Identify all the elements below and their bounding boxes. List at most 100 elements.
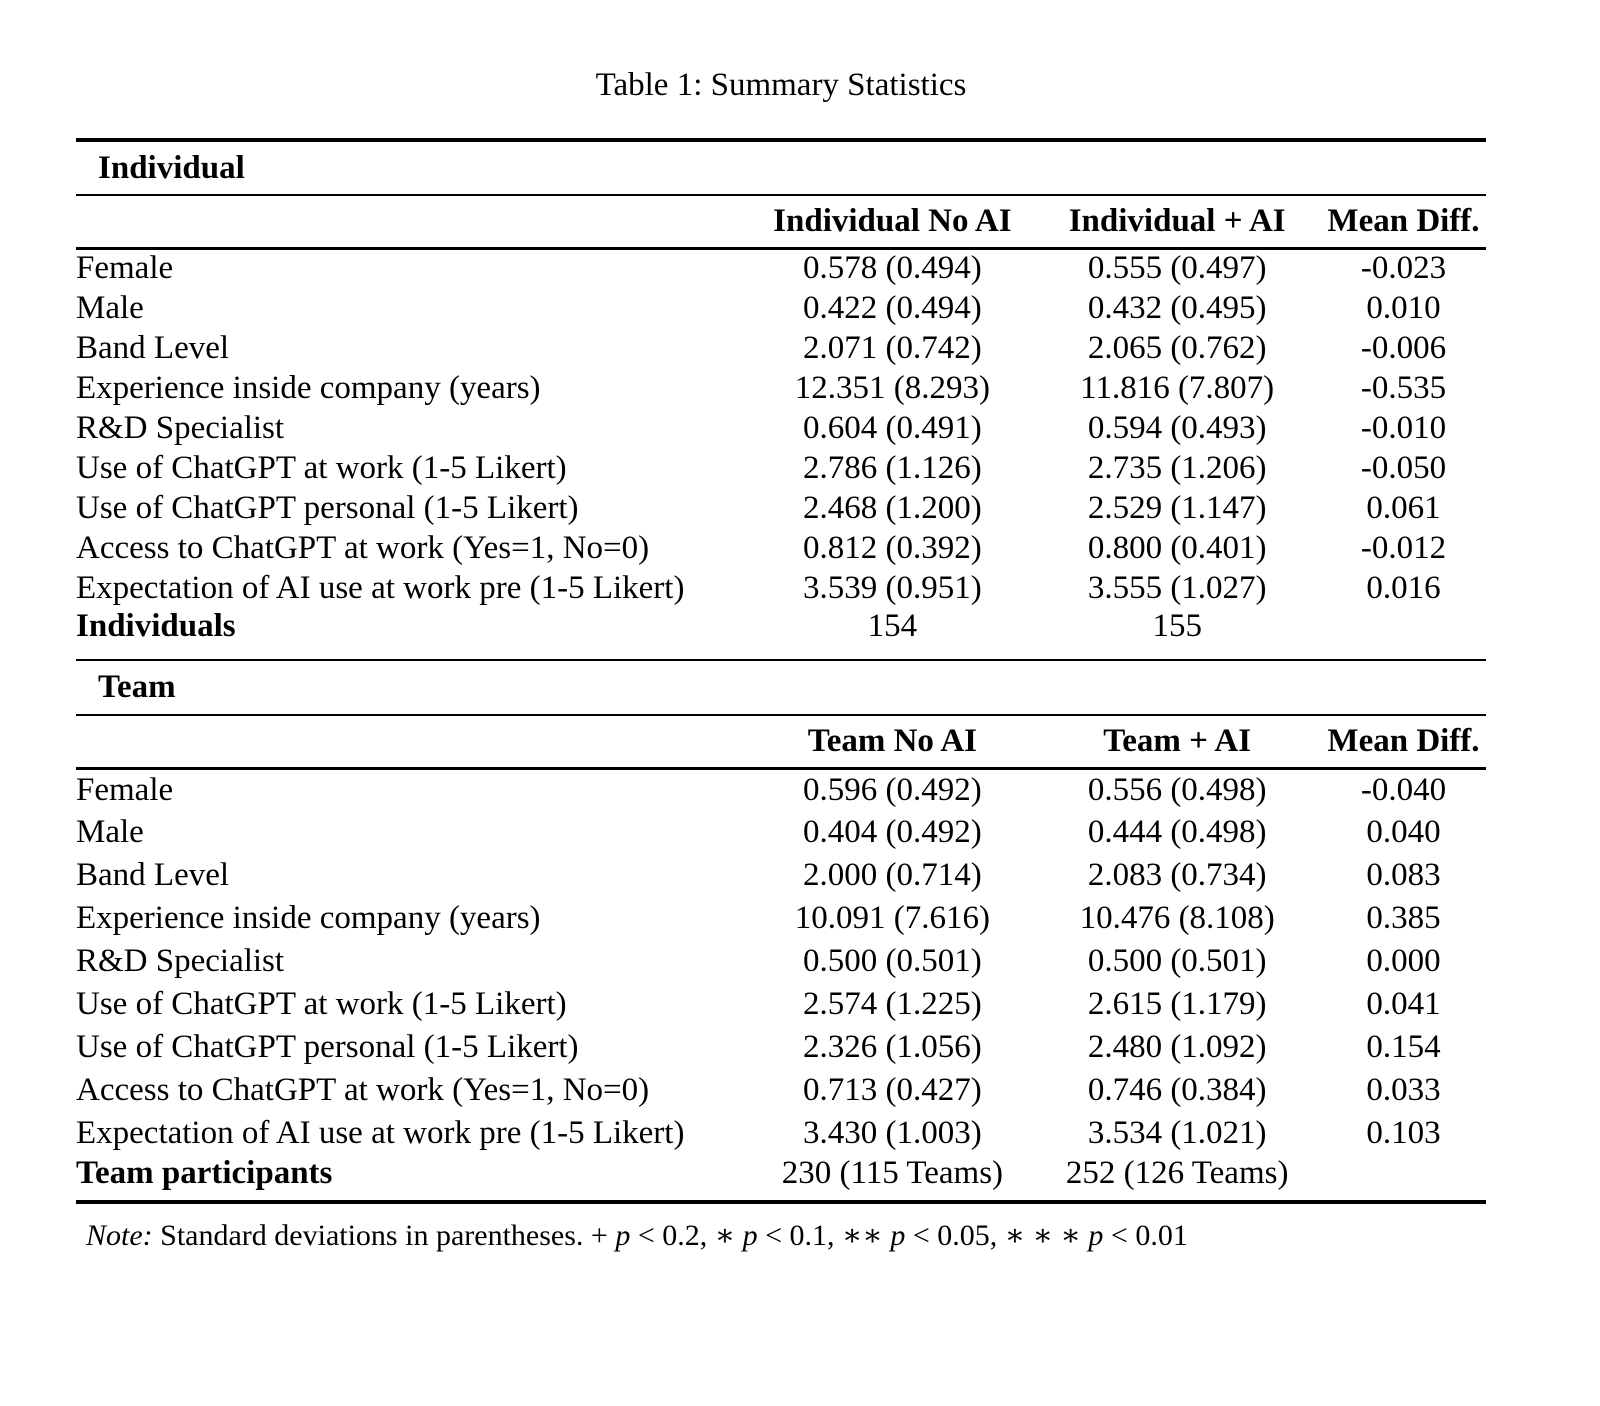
value-cell: 2.468 (1.200) xyxy=(803,489,982,526)
note-text: Standard deviations in parentheses. + xyxy=(152,1219,616,1252)
row-label: Access to ChatGPT at work (Yes=1, No=0) xyxy=(76,1072,650,1108)
value-cell: 2.326 (1.056) xyxy=(803,1029,982,1065)
row-label: R&D Specialist xyxy=(76,943,285,979)
row-label: Band Level xyxy=(76,857,230,893)
table-row: Experience inside company (years) 12.351 … xyxy=(76,368,1486,408)
value-cell: 155 xyxy=(1033,608,1321,661)
value-cell: 0.000 xyxy=(1366,943,1441,979)
table-row: Band Level 2.000 (0.714) 2.083 (0.734) 0.08… xyxy=(76,854,1486,897)
value-cell: 0.385 xyxy=(1366,900,1441,936)
value-cell: 0.746 (0.384) xyxy=(1087,1072,1267,1108)
row-label: Individuals xyxy=(76,608,752,661)
value-cell: 230 (115 Teams) xyxy=(781,1155,1004,1191)
row-label: Female xyxy=(76,771,174,808)
row-label: Experience inside company (years) xyxy=(76,369,541,406)
row-label: Female xyxy=(76,250,174,287)
column-header: Mean Diff. xyxy=(1321,715,1486,770)
value-cell: 10.476 (8.108) xyxy=(1079,900,1275,936)
value-cell: 0.422 (0.494) xyxy=(803,289,982,326)
value-cell: 0.556 (0.498) xyxy=(1087,771,1267,808)
value-cell: 12.351 (8.293) xyxy=(794,369,990,406)
value-cell: 0.154 xyxy=(1366,1029,1441,1065)
value-cell: 0.103 xyxy=(1366,1115,1441,1151)
row-label: Use of ChatGPT personal (1-5 Likert) xyxy=(76,489,579,526)
table-row: Use of ChatGPT personal (1-5 Likert) 2.46… xyxy=(76,488,1486,528)
value-cell: 2.615 (1.179) xyxy=(1087,986,1267,1022)
section-row-individual: Individual xyxy=(76,140,1486,196)
value-cell: 3.555 (1.027) xyxy=(1087,569,1267,606)
column-header: Individual + AI xyxy=(1033,195,1321,250)
value-cell: 2.786 (1.126) xyxy=(803,449,982,486)
table-row: Access to ChatGPT at work (Yes=1, No=0) 0… xyxy=(76,528,1486,568)
table-row: Band Level 2.071 (0.742) 2.065 (0.762) -0.0… xyxy=(76,328,1486,368)
value-cell: 0.594 (0.493) xyxy=(1087,409,1267,446)
note-italic-text: Note: xyxy=(86,1219,153,1252)
value-cell: 2.529 (1.147) xyxy=(1087,489,1267,526)
table-row: R&D Specialist 0.500 (0.501) 0.500 (0.501)… xyxy=(76,940,1486,983)
row-label: Band Level xyxy=(76,329,230,366)
row-label: Use of ChatGPT at work (1-5 Likert) xyxy=(76,986,567,1022)
row-label: Expectation of AI use at work pre (1-5 L… xyxy=(76,569,685,606)
value-cell: 10.091 (7.616) xyxy=(794,900,990,936)
table-row: R&D Specialist 0.604 (0.491) 0.594 (0.493)… xyxy=(76,408,1486,448)
table-row: Experience inside company (years) 10.091 … xyxy=(76,897,1486,940)
note-italic-text: p xyxy=(1088,1219,1104,1252)
panel-team: Team Team No AI Team + AI Mean Diff. Female 0… xyxy=(76,660,1486,1202)
table-row: Access to ChatGPT at work (Yes=1, No=0) 0… xyxy=(76,1069,1486,1112)
value-cell: 0.040 xyxy=(1366,814,1441,850)
value-cell: 3.430 (1.003) xyxy=(803,1115,982,1151)
value-cell: 0.500 (0.501) xyxy=(1087,943,1267,979)
column-header: Mean Diff. xyxy=(1321,195,1486,250)
table-row: Expectation of AI use at work pre (1-5 L… xyxy=(76,1112,1486,1155)
section-label-individual: Individual xyxy=(76,140,1486,196)
value-cell: 0.812 (0.392) xyxy=(803,529,982,566)
table-row: Female 0.596 (0.492) 0.556 (0.498) -0.040 xyxy=(76,768,1486,811)
row-label: Expectation of AI use at work pre (1-5 L… xyxy=(76,1115,685,1151)
panel-individual: Individual Individual No AI Individual + A… xyxy=(76,140,1486,661)
value-cell: 2.065 (0.762) xyxy=(1087,329,1267,366)
note-italic-text: p xyxy=(615,1219,631,1252)
value-cell: 252 (126 Teams) xyxy=(1065,1155,1289,1191)
section-label-team: Team xyxy=(76,660,1486,716)
value-cell: 2.000 (0.714) xyxy=(803,857,982,893)
value-cell: -0.535 xyxy=(1360,369,1447,406)
note-text: < 0.2, ∗ xyxy=(630,1219,743,1252)
note-text: < 0.05, ∗ ∗ ∗ xyxy=(905,1219,1089,1252)
value-cell: 0.596 (0.492) xyxy=(803,771,982,808)
value-cell: 154 xyxy=(751,608,1034,661)
column-header-row-team: Team No AI Team + AI Mean Diff. xyxy=(76,715,1486,770)
value-cell: 0.010 xyxy=(1366,289,1441,326)
table-row: Individuals 154 155 xyxy=(76,608,1486,661)
table-row: Expectation of AI use at work pre (1-5 L… xyxy=(76,568,1486,608)
value-cell: 0.555 (0.497) xyxy=(1087,250,1267,287)
column-header-empty xyxy=(76,195,752,250)
value-cell: 0.016 xyxy=(1366,569,1441,606)
value-cell xyxy=(1321,608,1486,661)
value-cell: 0.033 xyxy=(1366,1072,1441,1108)
row-label: R&D Specialist xyxy=(76,409,285,446)
table-row: Use of ChatGPT personal (1-5 Likert) 2.32… xyxy=(76,1026,1486,1069)
table-row: Team participants 230 (115 Teams) 252 (126… xyxy=(76,1155,1486,1202)
note-italic-text: p xyxy=(890,1219,906,1252)
column-header: Team No AI xyxy=(751,715,1034,770)
value-cell: -0.012 xyxy=(1360,529,1447,566)
column-header-row-individual: Individual No AI Individual + AI Mean Diff… xyxy=(76,195,1486,250)
column-header: Team + AI xyxy=(1033,715,1321,770)
note-italic-text: p xyxy=(742,1219,758,1252)
row-label: Male xyxy=(76,289,144,326)
note-text: < 0.1, ∗∗ xyxy=(757,1219,891,1252)
table-row: Use of ChatGPT at work (1-5 Likert) 2.786… xyxy=(76,448,1486,488)
value-cell: 0.083 xyxy=(1366,857,1441,893)
value-cell: 2.480 (1.092) xyxy=(1087,1029,1267,1065)
value-cell xyxy=(1321,1155,1486,1202)
row-label: Use of ChatGPT personal (1-5 Likert) xyxy=(76,1029,579,1065)
value-cell: -0.040 xyxy=(1360,771,1447,808)
row-label: Male xyxy=(76,814,144,850)
column-header-empty xyxy=(76,715,752,770)
value-cell: 2.574 (1.225) xyxy=(803,986,982,1022)
value-cell: 0.713 (0.427) xyxy=(803,1072,982,1108)
value-cell: 0.404 (0.492) xyxy=(803,814,982,850)
table-row: Male 0.422 (0.494) 0.432 (0.495) 0.010 xyxy=(76,288,1486,328)
value-cell: -0.010 xyxy=(1360,409,1447,446)
section-row-team: Team xyxy=(76,660,1486,716)
